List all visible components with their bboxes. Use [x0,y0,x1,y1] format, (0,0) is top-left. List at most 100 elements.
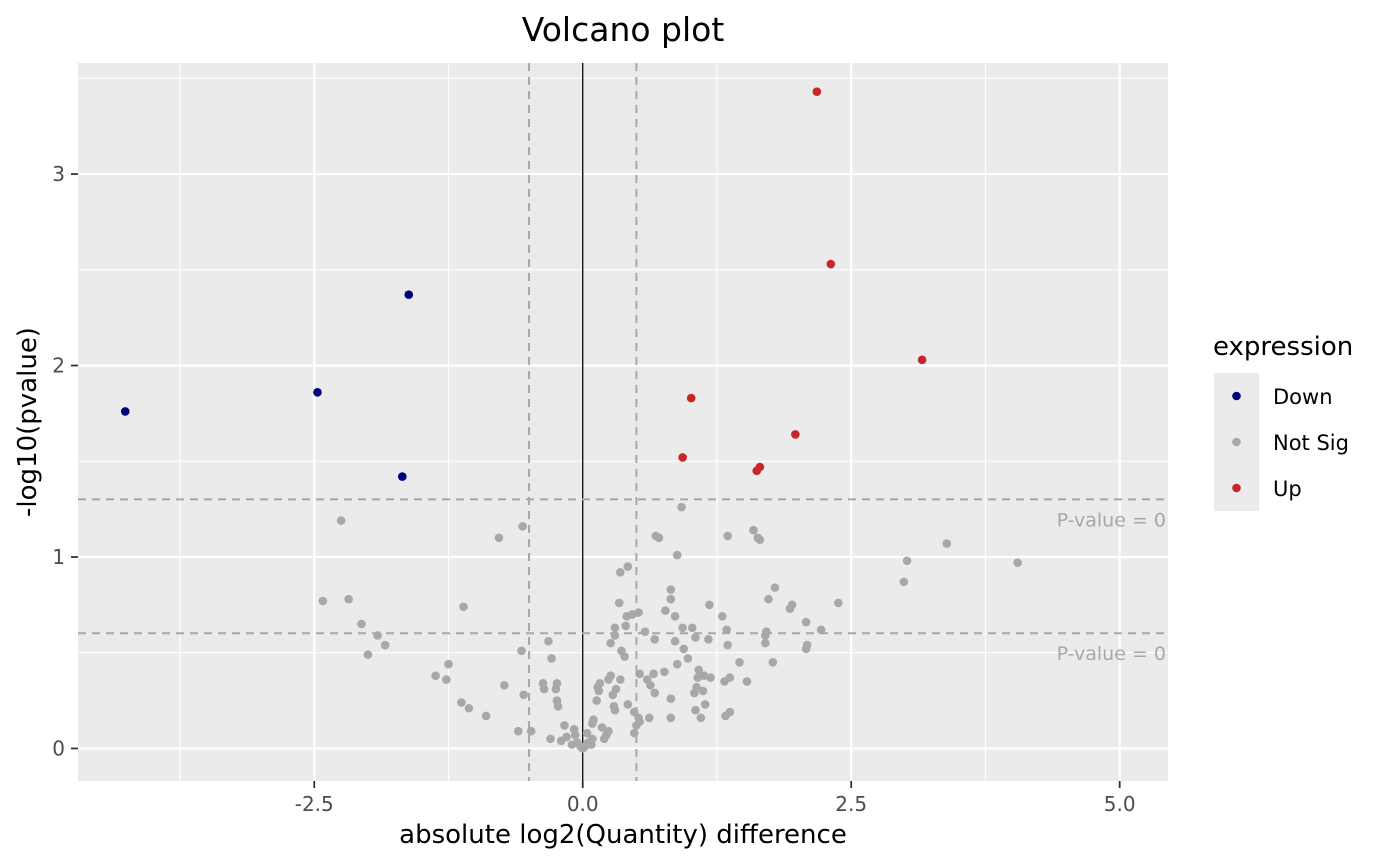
data-point-not-sig [539,684,549,694]
data-point-up [678,453,687,462]
data-point-not-sig [768,657,778,667]
data-point-not-sig [770,583,780,592]
legend: expression Down Not Sig Up [1213,332,1353,511]
data-point-not-sig [660,667,669,677]
data-point-not-sig [801,617,811,627]
data-point-not-sig [687,623,697,633]
data-point-up [791,430,800,439]
plot-panel: P-value = 0 P-value = 0 [78,63,1168,781]
pvalue-threshold-label: P-value = 0 [1057,509,1166,531]
data-point-up [812,87,822,97]
data-point-down [120,407,130,416]
pvalue-threshold-label: P-value = 0 [1057,643,1166,665]
y-tick-label: 0 [52,736,65,760]
legend-label: Down [1273,385,1333,409]
data-point-not-sig [604,726,613,736]
data-point-not-sig [1013,558,1022,568]
data-point-not-sig [722,625,731,635]
data-point-not-sig [318,596,328,606]
data-point-not-sig [723,531,733,541]
data-point-not-sig [616,675,625,684]
data-point-not-sig [666,594,676,604]
data-point-not-sig [336,516,346,525]
data-point-not-sig [666,713,676,723]
x-tick-label: 0.0 [567,792,599,816]
data-point-not-sig [620,652,629,661]
data-point-not-sig [694,665,704,675]
data-point-not-sig [494,533,504,543]
data-point-not-sig [691,633,700,642]
data-point-not-sig [621,621,630,631]
data-point-up [752,466,761,476]
data-point-not-sig [616,568,625,577]
data-point-not-sig [678,623,687,633]
data-point-not-sig [546,734,555,744]
data-points [120,87,1022,753]
data-point-not-sig [760,638,770,648]
data-point-not-sig [683,654,693,663]
data-point-not-sig [627,610,637,619]
data-point-not-sig [380,640,390,650]
data-point-not-sig [610,631,620,640]
y-tick-label: 3 [52,162,65,186]
axes: -2.5 0.0 2.5 5.0 0 1 2 3 [52,162,1135,816]
data-point-not-sig [444,659,453,669]
data-point-not-sig [672,659,682,669]
data-point-not-sig [610,705,620,715]
legend-label: Not Sig [1273,431,1349,455]
data-point-not-sig [700,700,710,709]
data-point-not-sig [614,598,624,608]
threshold-labels: P-value = 0 P-value = 0 [1057,509,1166,665]
data-point-not-sig [344,594,353,604]
data-point-not-sig [645,713,654,723]
data-point-not-sig [899,577,909,587]
data-point-not-sig [560,721,569,730]
data-point-not-sig [623,562,633,571]
data-point-not-sig [654,533,664,543]
data-point-not-sig [725,707,735,717]
data-point-not-sig [606,638,615,648]
chart-title: Volcano plot [522,10,725,49]
data-point-not-sig [705,600,714,610]
data-point-not-sig [735,657,744,667]
data-point-not-sig [595,679,605,688]
x-axis-title: absolute log2(Quantity) difference [399,820,847,850]
data-point-not-sig [464,703,474,713]
legend-title: expression [1213,332,1353,362]
data-point-not-sig [597,723,607,732]
data-point-not-sig [582,728,592,738]
data-point-not-sig [635,669,644,679]
data-point-not-sig [650,688,659,698]
data-point-up [686,393,696,403]
data-point-not-sig [677,502,686,512]
data-point-not-sig [661,606,670,615]
data-point-not-sig [742,677,752,686]
data-point-not-sig [670,636,680,646]
legend-key-down [1232,391,1241,401]
data-point-not-sig [547,654,556,663]
data-point-up [826,259,836,269]
data-point-not-sig [787,600,797,610]
x-tick-label: 2.5 [835,792,867,816]
legend-key-up [1232,483,1241,493]
data-point-not-sig [610,623,620,633]
x-tick-label: -2.5 [295,792,334,816]
data-point-down [313,388,322,397]
data-point-not-sig [562,732,571,742]
data-point-not-sig [553,702,563,711]
data-point-not-sig [526,726,536,736]
data-point-not-sig [706,673,715,682]
data-point-not-sig [544,636,553,646]
data-point-not-sig [755,535,765,545]
data-point-not-sig [690,688,699,698]
data-point-not-sig [442,675,451,684]
data-point-not-sig [640,627,650,636]
data-point-down [404,290,414,299]
reference-lines [78,63,1168,781]
data-point-not-sig [834,598,843,608]
data-point-not-sig [666,694,676,703]
data-point-not-sig [649,669,658,679]
data-point-not-sig [588,719,597,728]
data-point-not-sig [592,696,601,705]
data-point-not-sig [518,522,527,531]
